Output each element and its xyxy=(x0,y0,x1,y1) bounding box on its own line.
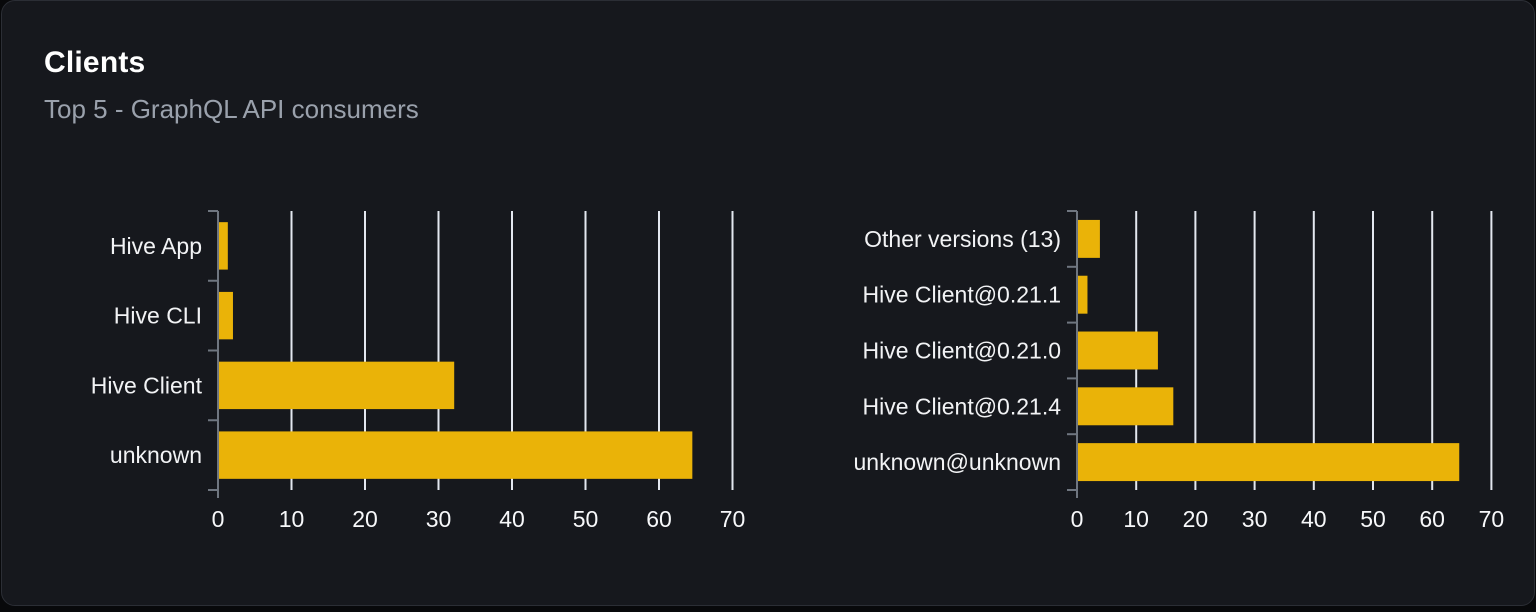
clients-by-name-chart[interactable]: Hive App Hive CLI Hive Client unknown 0 10 20 3… xyxy=(42,196,782,561)
x-tick-label: 30 xyxy=(426,506,452,532)
x-tick-label: 50 xyxy=(1360,506,1386,532)
category-label: Hive Client xyxy=(91,372,203,398)
x-tick-label: 30 xyxy=(1242,506,1268,532)
bar-hive-app[interactable] xyxy=(219,222,228,270)
bar-unknown[interactable] xyxy=(219,431,693,479)
x-tick-label: 10 xyxy=(1123,506,1149,532)
x-tick-label: 60 xyxy=(646,506,672,532)
category-label: unknown xyxy=(110,442,202,468)
bar-hive-client-0-21-1[interactable] xyxy=(1078,275,1088,314)
bar-hive-cli[interactable] xyxy=(219,291,233,340)
x-tick-label: 20 xyxy=(352,506,378,532)
x-tick-label: 0 xyxy=(1071,506,1084,532)
category-label: Hive Client@0.21.0 xyxy=(863,338,1062,364)
bar-hive-client-0-21-0[interactable] xyxy=(1078,331,1158,370)
x-tick-label: 0 xyxy=(212,506,225,532)
card-subtitle: Top 5 - GraphQL API consumers xyxy=(44,94,419,124)
x-tick-label: 50 xyxy=(573,506,599,532)
card-title: Clients xyxy=(44,46,146,79)
x-tick-label: 40 xyxy=(499,506,525,532)
clients-by-version-chart[interactable]: Other versions (13) Hive Client@0.21.1 Hiv… xyxy=(832,196,1536,561)
x-tick-label: 60 xyxy=(1419,506,1445,532)
x-tick-label: 20 xyxy=(1183,506,1209,532)
bar-unknown-unknown[interactable] xyxy=(1078,443,1460,482)
category-label: Hive CLI xyxy=(114,303,202,329)
category-label: Other versions (13) xyxy=(864,226,1061,252)
bar-hive-client-0-21-4[interactable] xyxy=(1078,387,1174,426)
x-tick-label: 40 xyxy=(1301,506,1327,532)
x-tick-label: 70 xyxy=(1479,506,1505,532)
bar-other-versions-13-[interactable] xyxy=(1078,219,1100,258)
bar-hive-client[interactable] xyxy=(219,361,455,410)
category-label: unknown@unknown xyxy=(854,449,1061,475)
category-label: Hive App xyxy=(110,233,202,259)
x-tick-label: 10 xyxy=(279,506,305,532)
category-label: Hive Client@0.21.4 xyxy=(863,393,1062,419)
x-tick-label: 70 xyxy=(720,506,746,532)
category-label: Hive Client@0.21.1 xyxy=(863,282,1062,308)
